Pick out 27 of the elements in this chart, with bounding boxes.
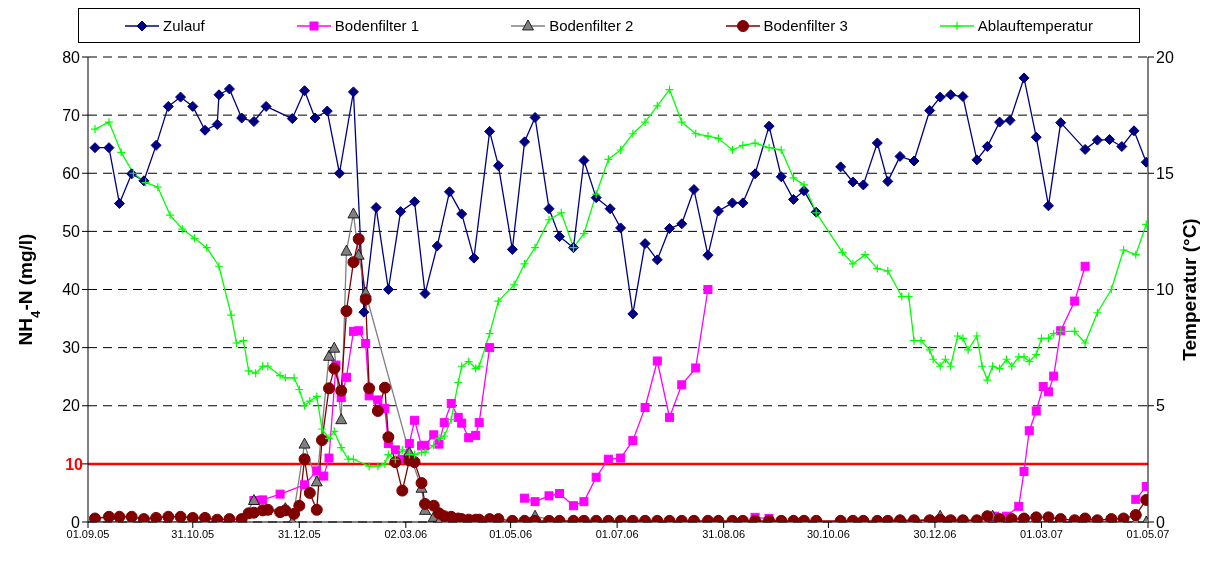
ref-line-label: 10 bbox=[65, 455, 84, 473]
x-tick-label: 31.12.05 bbox=[277, 527, 321, 540]
legend-label: Bodenfilter 2 bbox=[549, 17, 634, 34]
y-tick-label: 60 bbox=[62, 164, 81, 182]
x-tick-label: 01.07.06 bbox=[595, 527, 639, 540]
y-tick-label: 40 bbox=[62, 281, 81, 299]
legend-label: Bodenfilter 1 bbox=[334, 17, 420, 34]
legend-label: Zulauf bbox=[163, 17, 205, 34]
y-tick-label: 30 bbox=[62, 339, 81, 357]
x-tick-label: 02.03.06 bbox=[384, 527, 428, 540]
y2-tick-label: 15 bbox=[1156, 164, 1174, 182]
y-tick-label: 50 bbox=[62, 223, 81, 241]
y-tick-label: 20 bbox=[62, 397, 81, 415]
y2-tick-label: 10 bbox=[1156, 281, 1174, 299]
legend-label: Ablauftemperatur bbox=[977, 17, 1093, 34]
x-tick-label: 01.05.06 bbox=[489, 527, 533, 540]
x-tick-label: 30.12.06 bbox=[913, 527, 957, 540]
x-tick-label: 31.10.05 bbox=[171, 527, 215, 540]
y2-axis-title: Temperatur (°C) bbox=[1179, 218, 1200, 361]
legend-label: Bodenfilter 3 bbox=[763, 17, 848, 34]
x-tick-label: 31.08.06 bbox=[702, 527, 746, 540]
y-tick-label: 70 bbox=[62, 106, 81, 124]
x-tick-label: 01.03.07 bbox=[1020, 527, 1063, 540]
y2-tick-label: 5 bbox=[1156, 397, 1165, 415]
y-tick-label: 80 bbox=[62, 48, 81, 66]
x-tick-label: 30.10.06 bbox=[807, 527, 850, 540]
y2-tick-label: 20 bbox=[1156, 48, 1174, 66]
